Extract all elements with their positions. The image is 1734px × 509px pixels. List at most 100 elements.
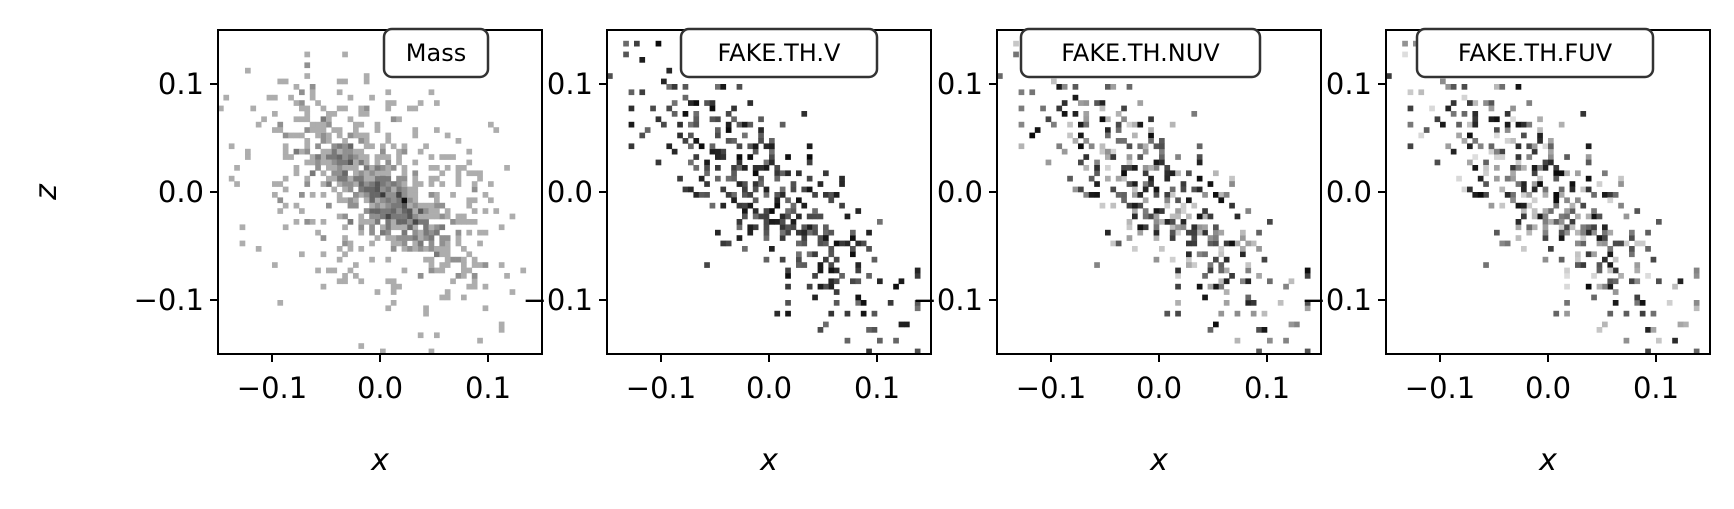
heatmap-cell: [833, 240, 840, 247]
heatmap-cell: [1575, 229, 1581, 236]
heatmap-cell: [347, 154, 354, 160]
heatmap-cell: [299, 105, 305, 112]
heatmap-cell: [796, 229, 802, 236]
heatmap-cell: [342, 165, 348, 171]
heatmap-cell: [806, 251, 813, 258]
heatmap-cell: [1467, 132, 1473, 139]
heatmap-cell: [1213, 240, 1219, 247]
heatmap-cell: [412, 213, 419, 220]
heatmap-cell: [315, 154, 321, 160]
heatmap-cell: [363, 181, 370, 187]
heatmap-cell: [434, 213, 440, 220]
heatmap-cell: [239, 240, 246, 247]
heatmap-cell: [390, 202, 397, 209]
heatmap-cell: [758, 175, 764, 182]
heatmap-cell: [428, 267, 435, 274]
heatmap-cell: [412, 240, 419, 247]
heatmap-cell: [320, 105, 327, 112]
heatmap-cell: [1153, 192, 1160, 198]
heatmap-cell: [1531, 165, 1538, 171]
heatmap-cell: [688, 186, 694, 193]
heatmap-cell: [844, 310, 851, 317]
heatmap-cell: [1602, 240, 1608, 247]
heatmap-cell: [1521, 165, 1527, 171]
heatmap-cell: [866, 229, 872, 236]
heatmap-cell: [1515, 165, 1522, 171]
heatmap-cell: [1207, 267, 1214, 274]
heatmap-cell: [747, 202, 754, 209]
heatmap-cell: [1169, 229, 1176, 236]
x-tick-label: 0.0: [357, 371, 403, 405]
heatmap-cell: [1456, 175, 1462, 182]
heatmap-cell: [1515, 154, 1522, 160]
heatmap-cell: [1267, 219, 1273, 225]
heatmap-cell: [428, 175, 435, 182]
x-axis-label: x: [370, 443, 389, 478]
heatmap-cell: [785, 229, 791, 236]
y-tick-label: 0.1: [547, 67, 593, 101]
heatmap-cell: [1650, 256, 1657, 263]
heatmap-cell: [482, 305, 489, 312]
heatmap-cell: [796, 256, 802, 263]
heatmap-cell: [1602, 321, 1608, 328]
heatmap-cell: [293, 100, 300, 106]
heatmap-cell: [477, 337, 483, 344]
heatmap-cell: [785, 310, 791, 317]
heatmap-cell: [1526, 224, 1533, 231]
heatmap-cell: [1618, 175, 1624, 182]
heatmap-cell: [1602, 256, 1608, 263]
heatmap-cell: [369, 213, 375, 220]
heatmap-cell: [1088, 143, 1095, 150]
heatmap-cell: [1105, 132, 1111, 139]
heatmap-cell: [785, 224, 791, 231]
heatmap-cell: [1618, 202, 1624, 209]
heatmap-cell: [363, 175, 370, 182]
heatmap-cell: [1164, 170, 1171, 177]
heatmap-cell: [1283, 283, 1289, 290]
heatmap-cell: [461, 294, 467, 301]
heatmap-cell: [1564, 283, 1570, 290]
heatmap-cell: [806, 283, 813, 290]
heatmap-cell: [428, 192, 435, 198]
heatmap-cell: [390, 213, 397, 220]
heatmap-cell: [1602, 235, 1608, 241]
heatmap-cell: [774, 197, 781, 204]
heatmap-cell: [704, 192, 710, 198]
heatmap-cell: [358, 224, 365, 231]
heatmap-cell: [336, 278, 343, 285]
heatmap-cell: [444, 256, 451, 263]
heatmap-cell: [417, 202, 424, 209]
heatmap-cell: [1418, 89, 1425, 96]
heatmap-cell: [893, 337, 899, 344]
heatmap-cell: [385, 192, 392, 198]
heatmap-cell: [304, 111, 311, 117]
heatmap-cell: [434, 229, 440, 236]
heatmap-cell: [374, 170, 381, 177]
heatmap-cell: [655, 40, 662, 47]
heatmap-cell: [396, 283, 402, 290]
heatmap-cell: [1553, 219, 1560, 225]
heatmap-cell: [1223, 192, 1230, 198]
heatmap-cell: [1229, 202, 1235, 209]
heatmap-cell: [1494, 148, 1500, 155]
heatmap-cell: [1202, 192, 1208, 198]
heatmap-cell: [1153, 224, 1160, 231]
heatmap-cell: [1526, 121, 1533, 128]
heatmap-cell: [1153, 213, 1160, 220]
heatmap-cell: [806, 186, 813, 193]
heatmap-cell: [1126, 84, 1133, 90]
heatmap-cell: [779, 192, 786, 198]
heatmap-cell: [860, 300, 867, 306]
heatmap-cell: [374, 202, 381, 209]
heatmap-cell: [715, 127, 721, 133]
heatmap-cell: [682, 138, 689, 144]
heatmap-cell: [412, 229, 419, 236]
heatmap-cell: [796, 197, 802, 204]
heatmap-cell: [396, 208, 402, 214]
heatmap-cell: [380, 154, 386, 160]
heatmap-cell: [255, 246, 262, 252]
heatmap-cell: [1094, 181, 1100, 187]
heatmap-cell: [1051, 78, 1057, 85]
heatmap-cell: [309, 154, 316, 160]
